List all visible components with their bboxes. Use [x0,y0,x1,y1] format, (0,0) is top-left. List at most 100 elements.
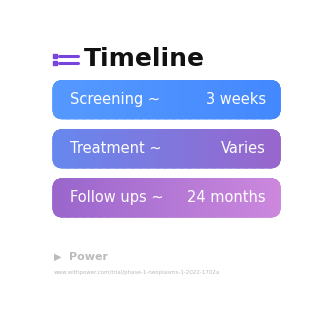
Bar [211,80,212,119]
Bar [106,178,108,217]
Bar [75,178,77,217]
Bar [109,129,111,168]
Bar [201,178,202,217]
Bar [71,178,72,217]
Bar [246,80,248,119]
Bar [128,129,129,168]
Bar [198,129,200,168]
Bar [136,178,137,217]
Bar [60,129,62,168]
Bar [279,129,281,168]
Bar [208,178,209,217]
Bar [278,129,280,168]
Bar [89,178,91,217]
Bar [178,178,180,217]
Bar [189,178,191,217]
Bar [152,178,153,217]
Bar [225,129,226,168]
Bar [188,129,190,168]
Bar [197,80,199,119]
Bar [194,129,196,168]
Bar [243,129,244,168]
Bar [100,129,102,168]
Bar [171,129,173,168]
Bar [192,80,193,119]
Bar [112,129,113,168]
Bar [85,80,87,119]
Bar [204,129,206,168]
Bar [65,178,67,217]
Bar [121,80,123,119]
Bar [231,129,233,168]
Bar [152,80,153,119]
Text: Timeline: Timeline [84,47,204,71]
Bar [69,178,71,217]
Bar [201,80,202,119]
Bar [59,178,61,217]
Bar [193,129,194,168]
Bar [160,178,161,217]
Bar [82,129,84,168]
Bar [213,178,215,217]
Bar [235,80,236,119]
Bar [96,178,97,217]
Bar [267,178,268,217]
Bar [172,80,174,119]
Bar [58,178,60,217]
Bar [263,80,265,119]
Bar [174,178,176,217]
Bar [74,129,76,168]
Bar [205,129,207,168]
Bar [73,80,75,119]
Bar [91,178,93,217]
Bar [56,178,58,217]
Bar [176,129,177,168]
Bar [219,129,220,168]
Bar [57,80,59,119]
Bar [93,80,95,119]
Bar [254,178,256,217]
Bar [121,129,123,168]
Bar [226,80,228,119]
Bar [130,80,132,119]
Bar [251,178,252,217]
Bar [132,178,134,217]
Bar [269,129,271,168]
Bar [98,129,100,168]
Bar [260,80,262,119]
Bar [80,178,81,217]
Bar [150,129,152,168]
Bar [237,80,239,119]
Bar [277,129,279,168]
Bar [261,178,263,217]
Bar [71,129,72,168]
Bar [87,178,88,217]
Bar [112,178,113,217]
Bar [247,80,249,119]
Bar [177,178,178,217]
Bar [120,178,121,217]
Bar [84,80,86,119]
Bar [179,178,181,217]
Bar [63,80,64,119]
Text: Follow ups ~: Follow ups ~ [70,190,164,205]
Bar [237,178,239,217]
Bar [239,178,241,217]
Bar [173,178,175,217]
Bar [177,129,178,168]
Bar [105,80,107,119]
Bar [158,129,160,168]
Bar [153,178,155,217]
Bar [134,178,136,217]
Bar [238,129,240,168]
Bar [186,80,188,119]
Bar [258,178,260,217]
Bar [247,129,249,168]
Bar [172,129,174,168]
Bar [104,80,105,119]
Bar [220,80,222,119]
Bar [178,129,180,168]
Bar [186,129,188,168]
Bar [115,178,117,217]
Bar [174,129,176,168]
